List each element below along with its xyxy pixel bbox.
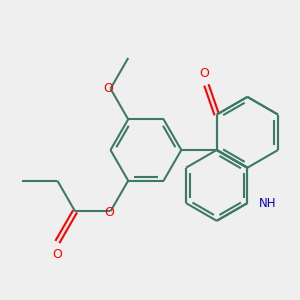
Text: O: O [52,248,62,261]
Text: O: O [105,206,115,219]
Text: O: O [200,67,209,80]
Text: O: O [103,82,113,95]
Text: NH: NH [259,196,276,210]
